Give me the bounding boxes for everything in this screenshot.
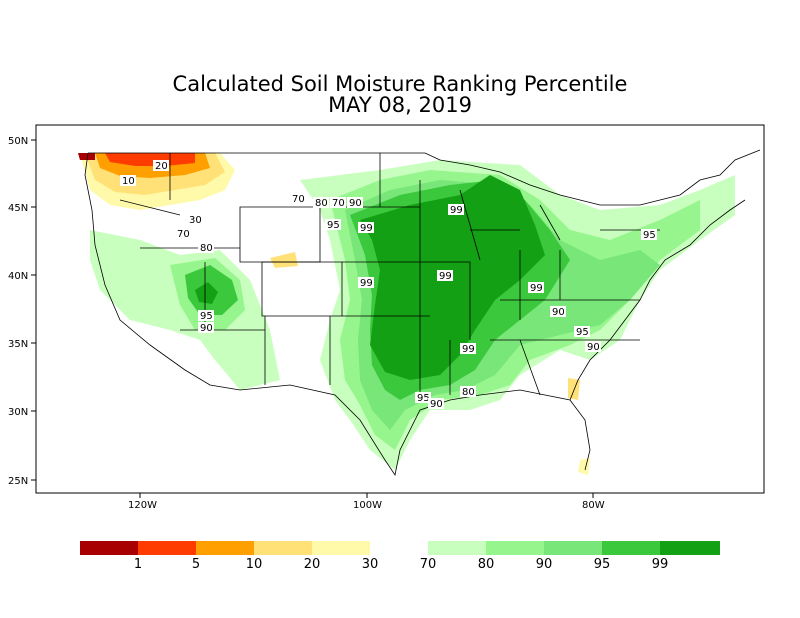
legend-swatch-dry-30	[312, 541, 370, 555]
contour-label: 95	[200, 311, 213, 322]
legend-label-90: 90	[535, 557, 553, 572]
dry-region-1	[78, 153, 95, 160]
dry-region-5	[105, 153, 195, 166]
legend-label-20: 20	[303, 557, 321, 572]
contour-label: 95	[643, 230, 656, 241]
contour-label: 10	[122, 176, 135, 187]
legend-label-95: 95	[593, 557, 611, 572]
contour-label: 80	[462, 387, 475, 398]
contour-label: 99	[462, 344, 475, 355]
contour-label: 99	[450, 205, 463, 216]
contour-label: 99	[439, 271, 452, 282]
map-fill-layer	[78, 153, 735, 475]
contour-label: 95	[576, 327, 589, 338]
contour-label: 80	[200, 243, 213, 254]
lon-label-120w: 120W	[128, 500, 157, 511]
lat-label-30n: 30N	[8, 407, 28, 418]
legend-label-80: 80	[477, 557, 495, 572]
contour-label: 95	[327, 220, 340, 231]
legend-swatch-wet-95	[602, 541, 660, 555]
dry-region-florida	[578, 458, 590, 475]
contour-label: 70	[332, 198, 345, 209]
lat-ticks	[31, 139, 594, 498]
legend-swatch-dry-5	[138, 541, 196, 555]
dry-region-colorado	[270, 252, 298, 268]
contour-label: 80	[315, 198, 328, 209]
legend-swatch-wet-80	[486, 541, 544, 555]
contour-label: 90	[587, 342, 600, 353]
map-title: Calculated Soil Moisture Ranking Percent…	[172, 72, 628, 96]
contour-label: 70	[292, 194, 305, 205]
contour-label: 30	[189, 215, 202, 226]
legend-swatch-wet-99	[660, 541, 720, 555]
contour-label: 90	[430, 399, 443, 410]
lat-label-25n: 25N	[8, 476, 28, 487]
legend-label-1: 1	[133, 557, 143, 572]
wet-region-99-west	[195, 282, 218, 304]
legend-label-99: 99	[651, 557, 669, 572]
lat-label-45n: 45N	[8, 203, 28, 214]
lon-label-80w: 80W	[582, 500, 605, 511]
legend-swatch-dry-20	[254, 541, 312, 555]
legend-label-70: 70	[419, 557, 437, 572]
legend-swatch-wet-70	[428, 541, 486, 555]
legend-label-5: 5	[191, 557, 201, 572]
contour-label: 20	[155, 161, 168, 172]
legend-swatch-wet-90	[544, 541, 602, 555]
contour-label: 90	[200, 323, 213, 334]
contour-label: 99	[360, 278, 373, 289]
state-borders	[84, 149, 761, 477]
contour-label: 70	[177, 229, 190, 240]
lon-label-100w: 100W	[353, 500, 382, 511]
legend-label-30: 30	[361, 557, 379, 572]
contour-label: 90	[552, 307, 565, 318]
lat-label-35n: 35N	[8, 339, 28, 350]
lat-label-40n: 40N	[8, 271, 28, 282]
lat-label-50n: 50N	[8, 136, 28, 147]
map-date: MAY 08, 2019	[328, 93, 472, 117]
legend-swatch-dry-10	[196, 541, 254, 555]
contour-labels: 20 10 30 70 80 70 80 70 90 95 99 99 99 9…	[120, 160, 657, 410]
legend-label-10: 10	[245, 557, 263, 572]
contour-label: 99	[360, 223, 373, 234]
contour-label: 95	[417, 393, 430, 404]
legend-swatch-dry-1	[80, 541, 138, 555]
contour-label: 90	[349, 198, 362, 209]
map-frame	[35, 124, 765, 494]
contour-label: 99	[530, 283, 543, 294]
